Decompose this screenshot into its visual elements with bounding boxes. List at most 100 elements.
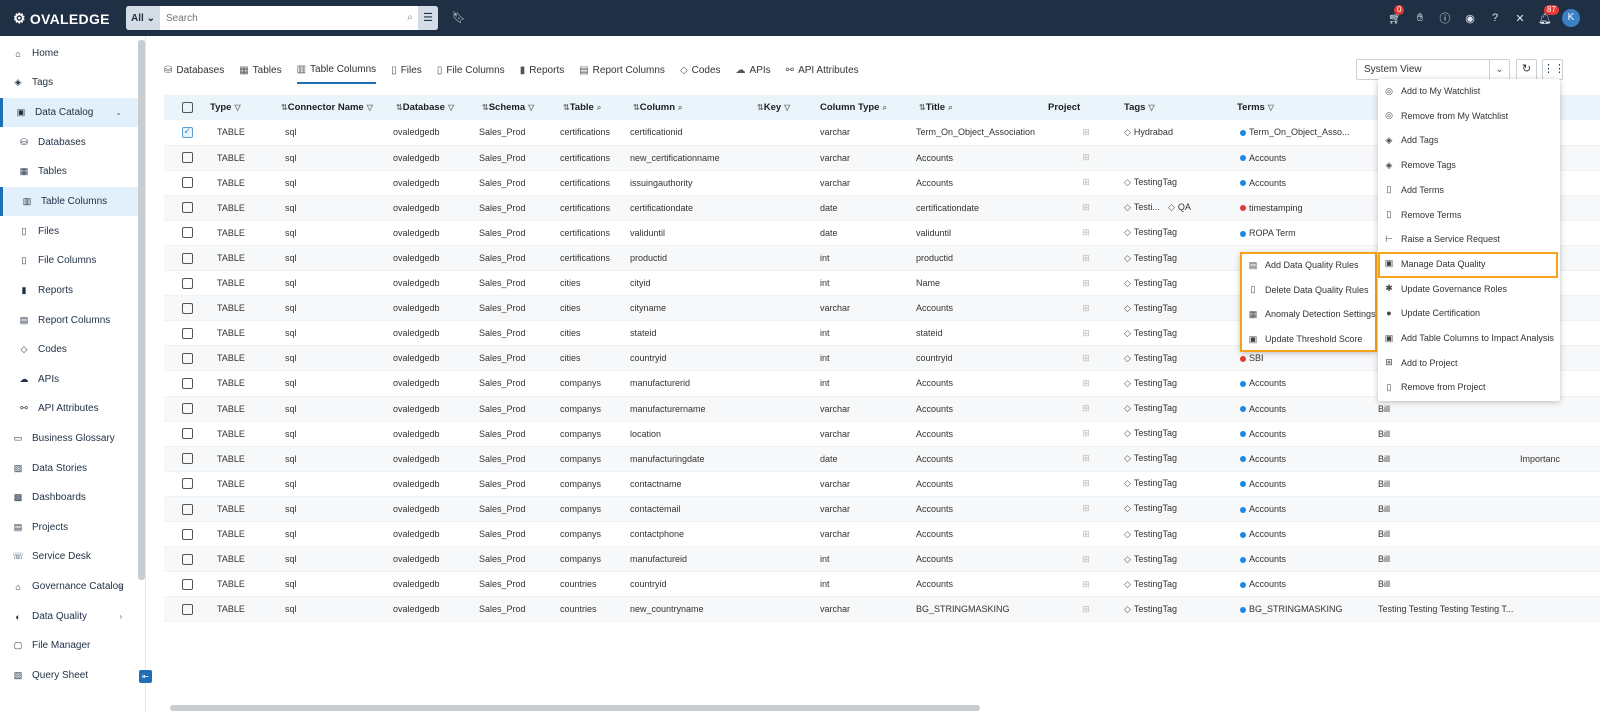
add-to-project-icon[interactable]: ⊞: [1082, 553, 1090, 564]
tab-file-columns[interactable]: ▯ File Columns: [437, 56, 505, 84]
tag-chip[interactable]: ◇ TestingTag: [1124, 578, 1177, 589]
filter-icon[interactable]: ▽: [528, 103, 535, 112]
term-value[interactable]: Accounts: [1249, 529, 1287, 540]
tools-icon[interactable]: ✕: [1515, 12, 1525, 25]
menu-item-add-tags[interactable]: ◈ Add Tags: [1378, 128, 1560, 152]
sidebar-item-governance-catalog[interactable]: ⌂ Governance Catalog ›: [0, 572, 140, 601]
collapse-sidebar-icon[interactable]: ⇤: [139, 670, 152, 683]
add-to-project-icon[interactable]: ⊞: [1082, 227, 1090, 238]
column-link[interactable]: manufactureid: [630, 546, 754, 573]
sort-icon[interactable]: ⇅: [633, 103, 640, 112]
filter-icon[interactable]: ▽: [784, 103, 791, 112]
tag-chip[interactable]: ◇ TestingTag: [1124, 327, 1177, 338]
menu-item-update-certification[interactable]: ● Update Certification: [1378, 301, 1560, 325]
row-checkbox[interactable]: [181, 177, 193, 189]
row-checkbox[interactable]: [181, 352, 193, 364]
filter-icon[interactable]: ▽: [1148, 103, 1155, 112]
add-to-project-icon[interactable]: ⊞: [1082, 327, 1090, 338]
add-to-project-icon[interactable]: ⊞: [1082, 302, 1090, 313]
sidebar-item-apis[interactable]: ☁ APIs: [0, 365, 140, 394]
row-checkbox[interactable]: [181, 227, 193, 239]
table-row[interactable]: TABLE sql ovaledgedb Sales_Prod companys manu…: [164, 396, 1600, 422]
menu-item-raise-a-service-request[interactable]: ⊢ Raise a Service Request: [1378, 227, 1560, 251]
tab-codes[interactable]: ◇ Codes: [680, 56, 721, 84]
filter-icon[interactable]: ▽: [1267, 103, 1274, 112]
column-link[interactable]: cityname: [630, 295, 754, 322]
sidebar-item-file-columns[interactable]: ▯ File Columns: [0, 246, 140, 275]
add-to-project-icon[interactable]: ⊞: [1082, 603, 1090, 614]
tag-chip[interactable]: ◇ TestingTag: [1124, 277, 1177, 288]
term-value[interactable]: Term_On_Object_Asso...: [1249, 127, 1350, 138]
tab-table-columns[interactable]: ▥ Table Columns: [296, 56, 377, 84]
header-table[interactable]: ⇅Table ⌕: [560, 95, 630, 120]
column-link[interactable]: contactname: [630, 471, 754, 497]
header-title[interactable]: ⇅Title ⌕: [916, 95, 1048, 120]
add-to-project-icon[interactable]: ⊞: [1082, 377, 1090, 388]
tag-chip[interactable]: ◇ TestingTag: [1124, 478, 1177, 489]
header-column[interactable]: ⇅Column ⌕: [630, 95, 754, 120]
help-icon[interactable]: ?: [1491, 12, 1499, 24]
menu-item-manage-data-quality[interactable]: ▣ Manage Data Quality: [1378, 252, 1560, 276]
add-to-project-icon[interactable]: ⊞: [1082, 428, 1090, 439]
menu-item-add-to-project[interactable]: ⊞ Add to Project: [1378, 351, 1560, 375]
sidebar-item-projects[interactable]: ▤ Projects: [0, 513, 140, 542]
menu-item-update-governance-roles[interactable]: ✱ Update Governance Roles: [1378, 277, 1560, 301]
add-to-project-icon[interactable]: ⊞: [1082, 352, 1090, 363]
tag-chip[interactable]: ◇ TestingTag: [1124, 352, 1177, 363]
table-row[interactable]: TABLE sql ovaledgedb Sales_Prod companys manu…: [164, 446, 1600, 472]
tag-chip[interactable]: ◇ TestingTag: [1124, 377, 1177, 388]
row-checkbox[interactable]: [181, 126, 193, 138]
sidebar-item-reports[interactable]: ▮ Reports: [0, 276, 140, 305]
tag-chip[interactable]: ◇ TestingTag: [1124, 403, 1177, 414]
column-link[interactable]: cityid: [630, 270, 754, 297]
row-checkbox[interactable]: [181, 603, 193, 615]
sort-icon[interactable]: ⇅: [396, 103, 403, 112]
row-checkbox[interactable]: [181, 403, 193, 415]
header-database[interactable]: ⇅Database ▽: [393, 95, 479, 120]
tag-chip[interactable]: ◇ QA: [1167, 202, 1191, 213]
tab-apis[interactable]: ☁ APIs: [736, 56, 771, 84]
tag-chip[interactable]: ◇ TestingTag: [1124, 227, 1177, 238]
search-icon[interactable]: ⌕: [678, 103, 683, 112]
add-to-project-icon[interactable]: ⊞: [1082, 252, 1090, 263]
menu-item-remove-from-project[interactable]: ▯ Remove from Project: [1378, 375, 1560, 399]
column-link[interactable]: manufacturerid: [630, 370, 754, 397]
info-icon[interactable]: ⓘ: [1439, 13, 1451, 25]
column-link[interactable]: validuntil: [630, 220, 754, 246]
sort-icon[interactable]: ⇅: [919, 103, 926, 112]
sidebar-item-databases[interactable]: ⛁ Databases: [0, 128, 140, 157]
tab-databases[interactable]: ⛁ Databases: [164, 56, 224, 84]
sidebar-item-report-columns[interactable]: ▤ Report Columns: [0, 306, 140, 335]
sidebar-item-tables[interactable]: ▦ Tables: [0, 157, 140, 186]
sidebar-item-table-columns[interactable]: ▥ Table Columns: [0, 187, 140, 216]
row-checkbox[interactable]: [181, 152, 193, 164]
tab-tables[interactable]: ▦ Tables: [239, 56, 281, 84]
search-icon[interactable]: ⌕: [948, 103, 953, 112]
hand-icon[interactable]: ✋︎: [1416, 11, 1424, 24]
sidebar-item-codes[interactable]: ◇ Codes: [0, 335, 140, 364]
grid-menu-button[interactable]: ⋮⋮: [1542, 59, 1565, 80]
sidebar-item-service-desk[interactable]: ☏ Service Desk: [0, 542, 140, 571]
tab-reports[interactable]: ▮ Reports: [520, 56, 565, 84]
search-icon[interactable]: ⌕: [882, 103, 887, 112]
header-type[interactable]: Type ▽: [210, 95, 278, 120]
term-value[interactable]: Accounts: [1249, 478, 1287, 489]
term-value[interactable]: Accounts: [1249, 579, 1287, 590]
sidebar-item-data-stories[interactable]: ▨ Data Stories: [0, 454, 140, 483]
tag-chip[interactable]: ◇ TestingTag: [1124, 603, 1177, 614]
filter-icon[interactable]: ▽: [447, 103, 455, 112]
search-input[interactable]: [160, 6, 402, 30]
header-connector-name[interactable]: ⇅Connector Name ▽: [278, 95, 393, 120]
sidebar-item-data-catalog[interactable]: ▣ Data Catalog ⌄: [0, 98, 140, 127]
column-link[interactable]: contactphone: [630, 521, 754, 548]
header-tags[interactable]: Tags ▽: [1124, 95, 1237, 120]
row-checkbox[interactable]: [181, 553, 193, 565]
sidebar-item-api-attributes[interactable]: ⚯ API Attributes: [0, 394, 140, 423]
sidebar-item-file-manager[interactable]: ▢ File Manager: [0, 631, 140, 660]
tab-api-attributes[interactable]: ⚯ API Attributes: [786, 56, 859, 84]
advanced-search-filter-icon[interactable]: ☰: [418, 6, 438, 30]
tag-chip[interactable]: ◇ TestingTag: [1124, 528, 1177, 539]
menu-item-remove-terms[interactable]: ▯ Remove Terms: [1378, 203, 1560, 227]
search-scope-dropdown[interactable]: All ⌄: [126, 6, 160, 30]
